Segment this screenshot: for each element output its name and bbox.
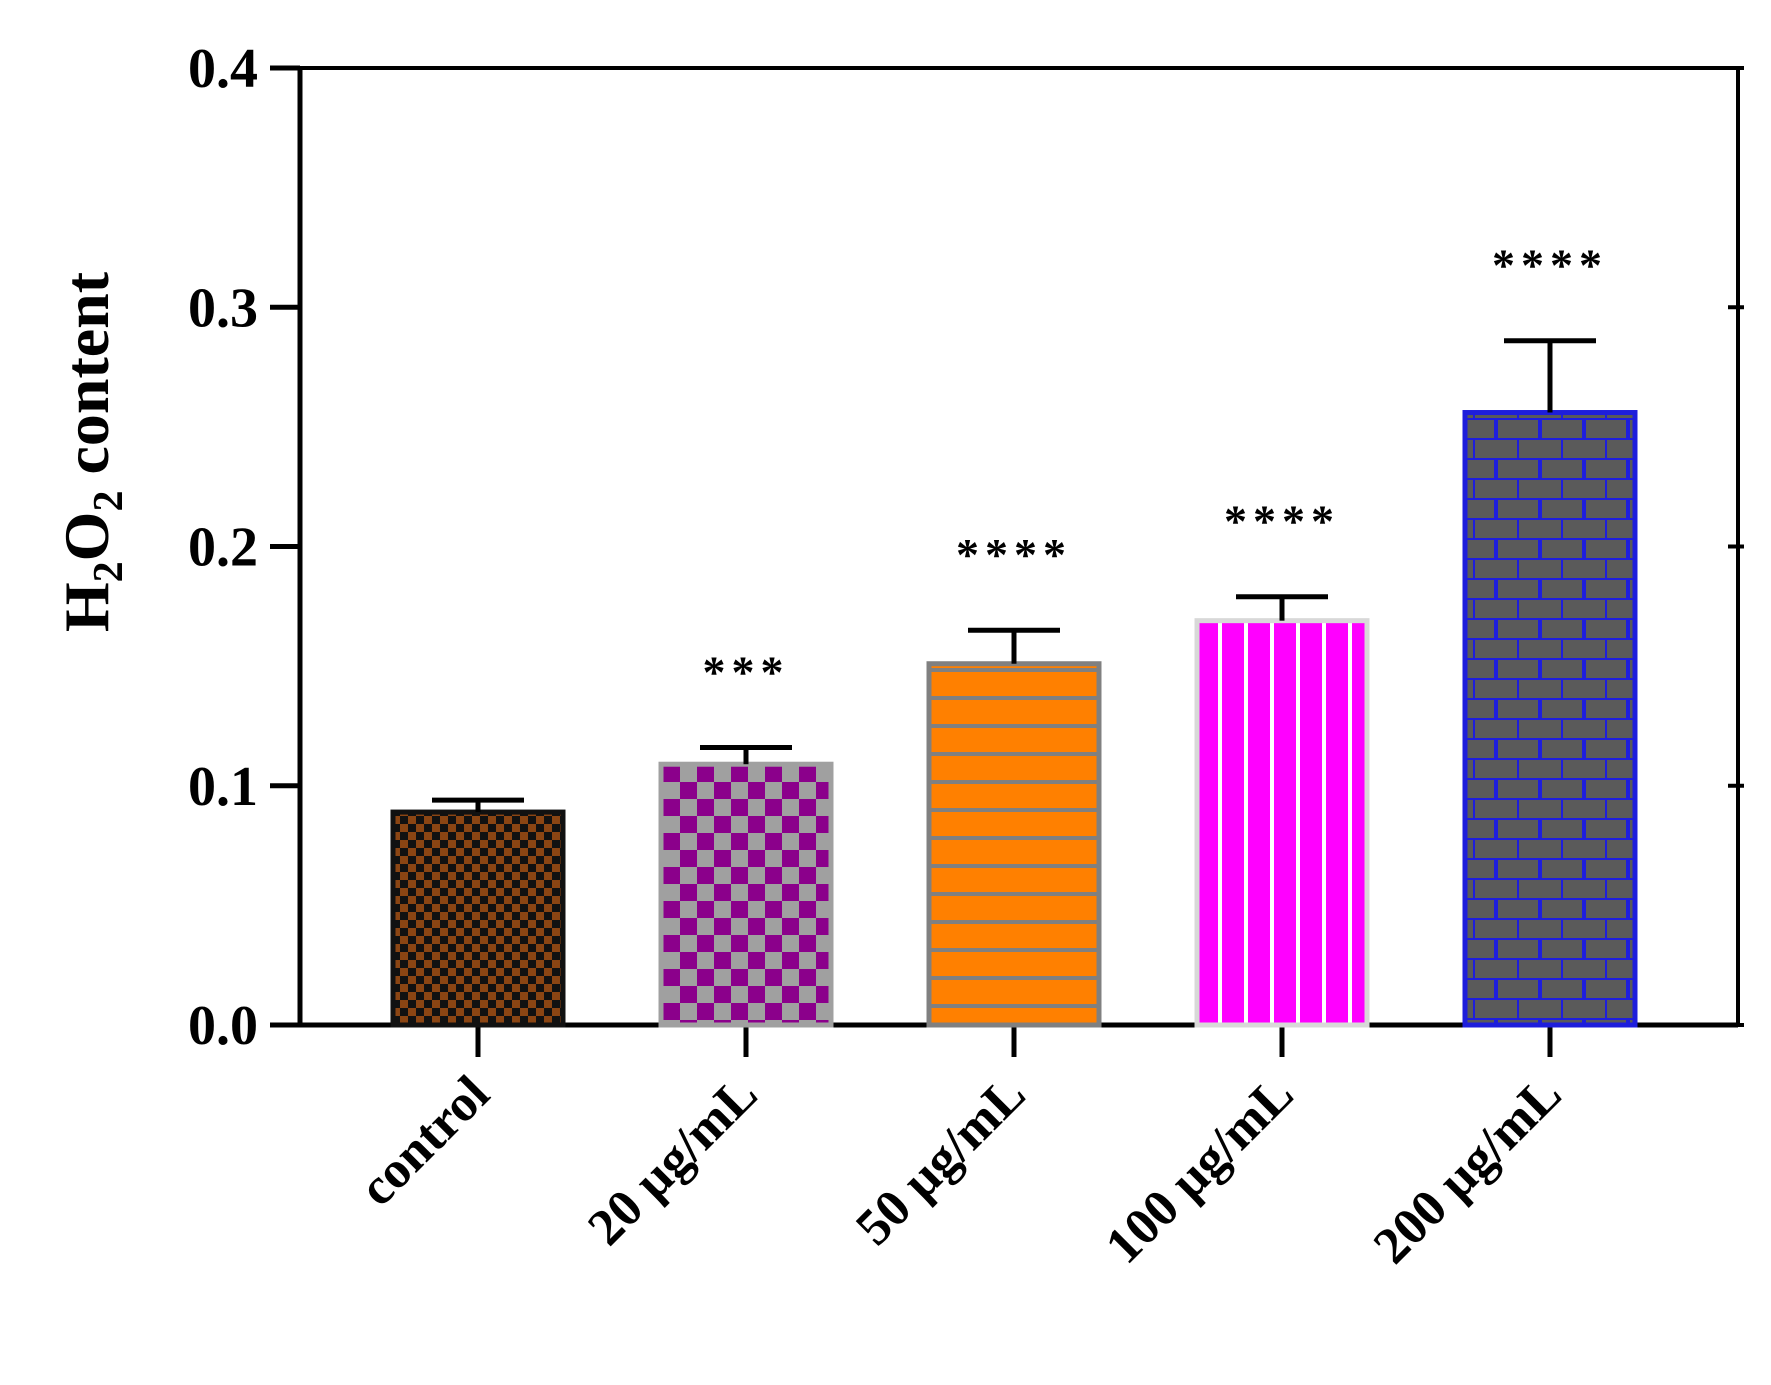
y-tick-label: 0.2 [188, 517, 258, 579]
x-category-label: 20 µg/mL [577, 1065, 768, 1256]
y-axis-label: H2O2 content [51, 271, 132, 632]
y-axis-label-part: O [51, 512, 122, 562]
bar [1462, 410, 1638, 1028]
bar [1194, 618, 1370, 1028]
significance-label: **** [956, 529, 1072, 580]
y-axis-label-subscript: 2 [86, 491, 132, 512]
x-category-label: 200 µg/mL [1363, 1065, 1573, 1275]
x-category-label: control [349, 1065, 501, 1217]
bar [926, 661, 1102, 1028]
bar [658, 761, 834, 1028]
bars [390, 338, 1638, 1028]
bar [390, 809, 566, 1028]
y-tick-label: 0.4 [188, 38, 258, 100]
y-tick-label: 0.3 [188, 277, 258, 339]
y-tick-label: 0.0 [188, 995, 258, 1057]
y-tick-label: 0.1 [188, 756, 258, 818]
y-axis-label-part: H [51, 582, 122, 632]
significance-label: *** [703, 646, 790, 697]
x-category-label: 50 µg/mL [845, 1065, 1036, 1256]
significance-label: **** [1492, 240, 1608, 291]
y-axis-label-subscript: 2 [86, 561, 132, 582]
x-category-label: 100 µg/mL [1095, 1065, 1305, 1275]
significance-label: **** [1224, 496, 1340, 547]
y-axis-label-part: content [51, 271, 122, 490]
